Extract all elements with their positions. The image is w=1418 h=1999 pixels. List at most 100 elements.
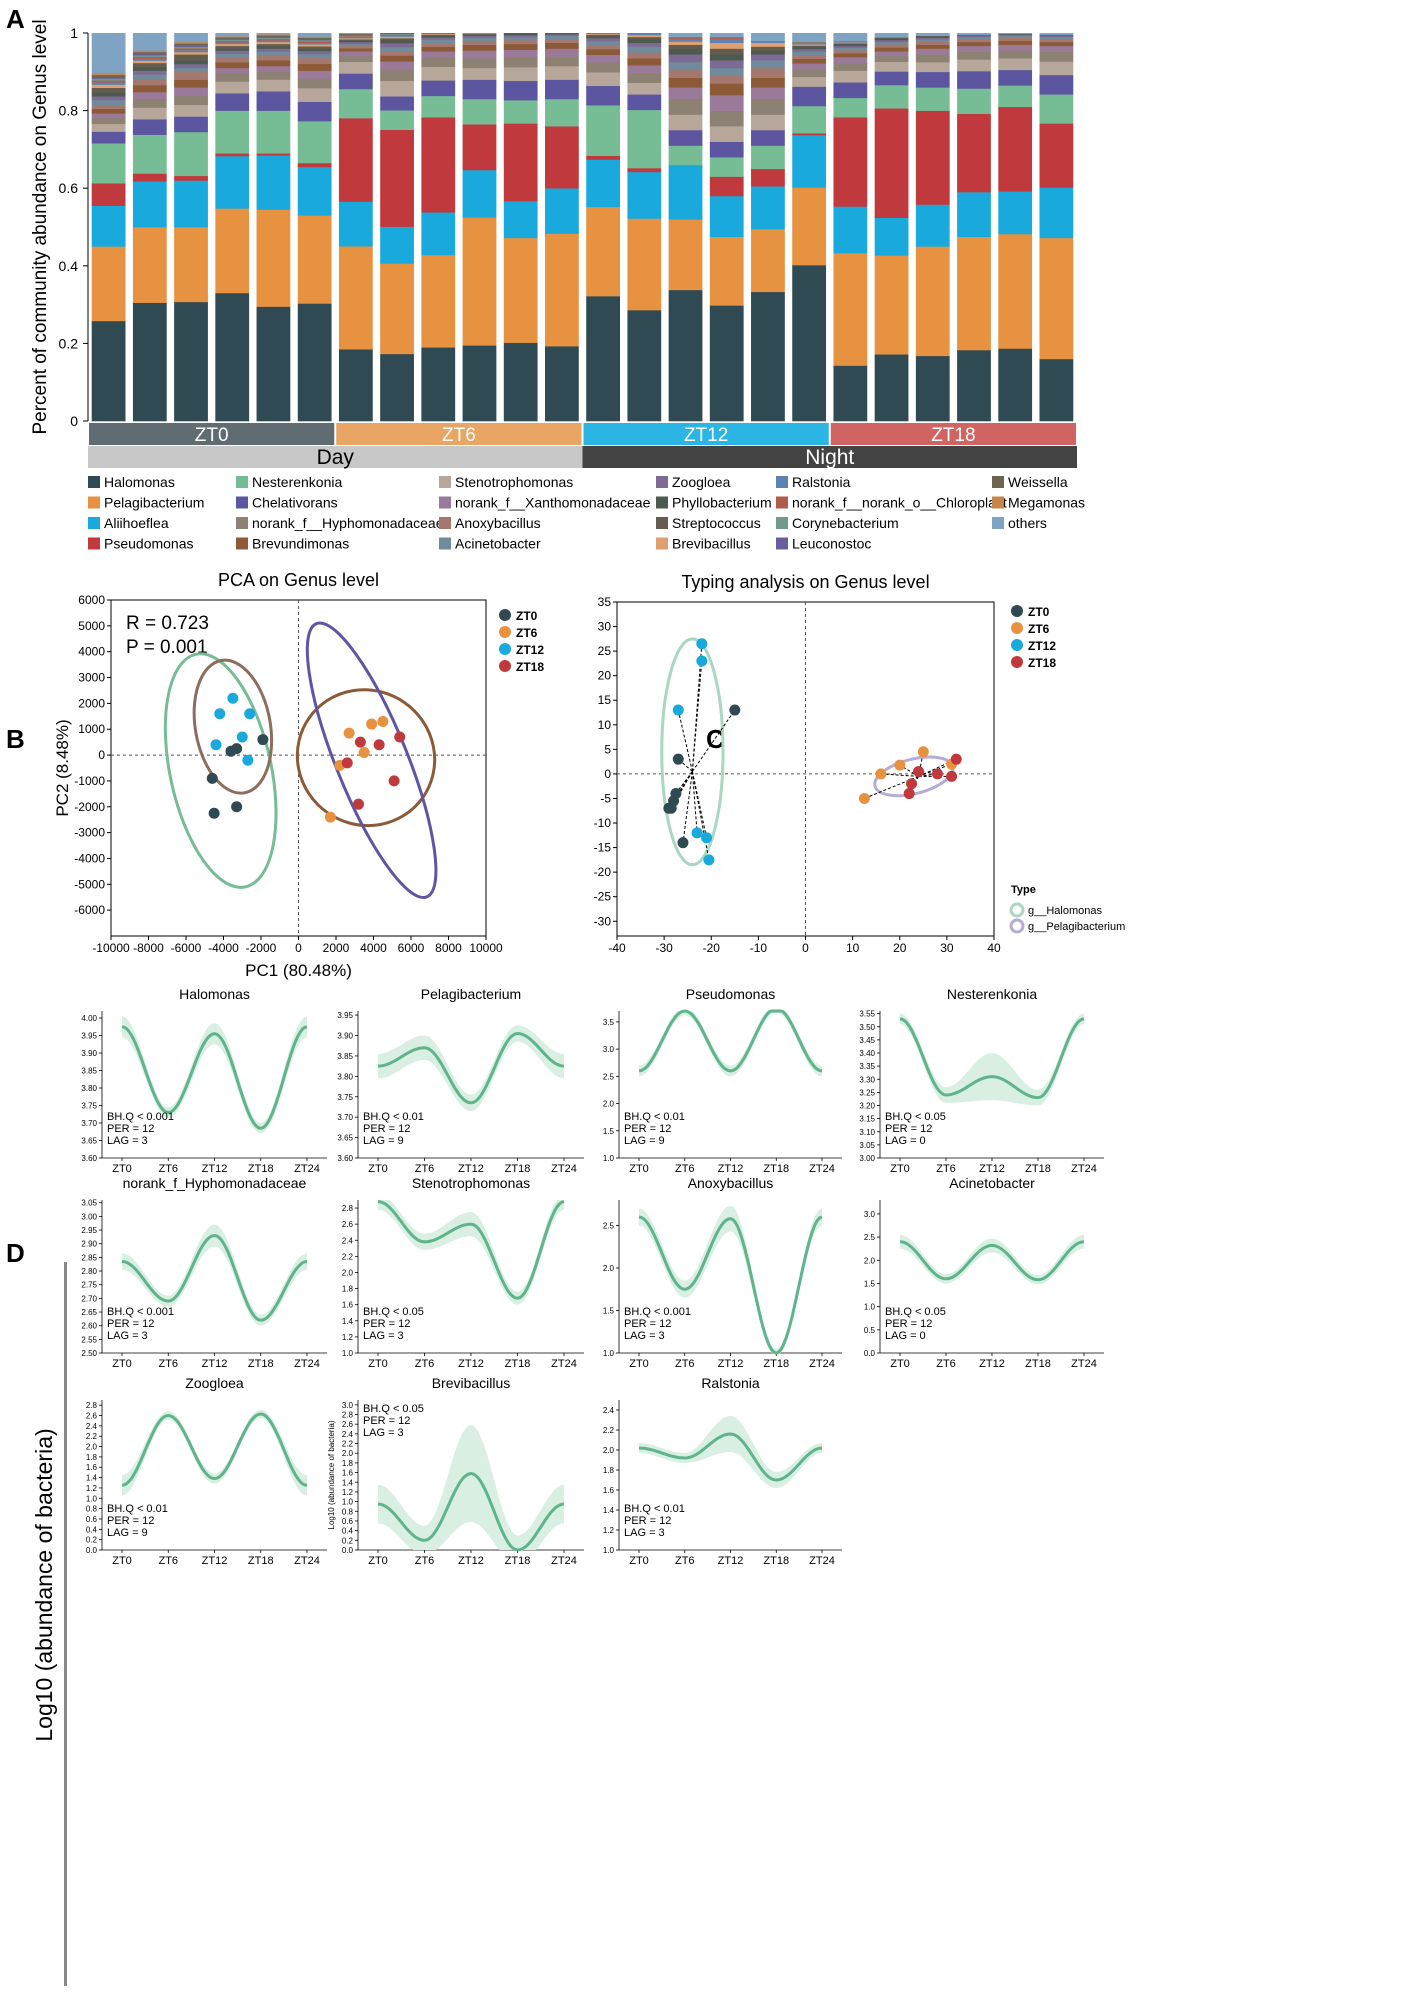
bar-segment [874,37,909,39]
bar-segment [174,116,208,133]
x-tick-label: -20 [703,941,721,955]
fitted-line [121,1412,308,1487]
fitted-line [377,1471,565,1552]
y-tick-label: 3.05 [859,1141,875,1150]
stat-annotation: BH.Q < 0.01 [624,1111,685,1123]
bar-segment [709,75,744,84]
bar-segment [709,95,744,111]
legend-label: Nesterenkonia [252,474,342,490]
stat-annotation: LAG = 9 [363,1135,404,1147]
y-tick-label: 2.6 [342,1220,354,1229]
stat-annotation: LAG = 3 [363,1427,404,1439]
stat-annotation: BH.Q < 0.01 [107,1503,168,1515]
bar-segment [627,58,662,66]
bar-segment [668,87,703,100]
bar-segment [957,192,991,237]
bar-segment [132,119,167,135]
y-tick-label: 2000 [78,696,105,710]
bar-segment [668,48,703,55]
stat-annotation: PER = 12 [885,1318,932,1330]
data-point [341,757,353,769]
group-band-label: ZT0 [195,425,229,446]
bar-segment [380,80,414,97]
legend-label: norank_f__Hyphomonadaceae [252,515,444,531]
x-tick-label: ZT18 [505,1163,531,1175]
x-tick-label: ZT6 [936,1358,956,1370]
data-point [903,788,915,800]
bar-segment [751,130,785,146]
bar-segment [792,42,827,44]
y-tick-label: 2.6 [342,1420,354,1429]
y-tick-label: 30 [598,620,612,634]
bar-segment [91,143,126,184]
bar-segment [380,55,414,62]
bar-segment [545,56,579,67]
bar-segment [874,61,909,72]
legend-label: Pelagibacterium [104,495,204,511]
bar-segment [627,168,662,173]
x-tick-label: ZT24 [551,1358,577,1370]
x-tick-label: ZT12 [458,1163,484,1175]
pca-scatter-plot: PCA on Genus level-10000 -8000 -6000 -4000-… [53,570,544,980]
y-tick-label: 1.5 [603,1307,615,1316]
subplot-title: Ralstonia [701,1375,760,1391]
legend-swatch [776,496,788,509]
y-tick-label: 0.4 [59,258,79,274]
bar-segment [256,209,291,307]
bar-segment [256,79,291,92]
bar-segment [833,70,868,83]
x-tick-label: ZT0 [368,1358,388,1370]
bar-segment [627,109,662,169]
cluster-link [899,764,919,777]
y-tick-label: 2.70 [81,1294,97,1303]
bar-segment [174,50,208,53]
stat-annotation: PER = 12 [624,1123,671,1135]
y-tick-label: 0.4 [342,1527,354,1536]
bar-segment [132,56,167,59]
bar-segment [627,42,662,47]
bar-segment [91,100,126,106]
bar-segment [338,36,373,39]
bar-segment [751,114,785,131]
y-tick-label: 3.0 [342,1401,354,1410]
data-point [917,746,929,758]
data-point [353,798,364,810]
bar-segment [503,237,538,343]
bar-segment [91,183,126,206]
data-point [373,739,385,751]
y-tick-label: 1.4 [342,1478,354,1487]
confidence-band [378,1200,564,1305]
legend-marker [1011,656,1023,668]
x-tick-label: ZT24 [551,1555,577,1567]
y-axis-title: Percent of community abundance on Genus … [30,19,51,434]
y-tick-label: -5 [600,791,611,805]
y-tick-label: 2.0 [86,1443,98,1452]
bar-segment [874,47,909,52]
bar-segment [132,302,167,422]
legend-label: Streptococcus [672,515,761,531]
bar-segment [256,155,291,210]
bar-segment [998,34,1033,37]
bar-segment [297,57,332,64]
stat-annotation: PER = 12 [624,1318,671,1330]
y-tick-label: 1.4 [603,1506,615,1515]
y-tick-label: 3.80 [337,1072,353,1081]
bar-segment [792,58,827,64]
bar-segment [998,44,1033,51]
bar-segment [751,228,785,293]
fitted-line [638,1215,823,1355]
y-tick-label: 1.5 [603,1127,615,1136]
data-point [858,792,870,804]
bar-segment [215,93,250,111]
bar-segment [1039,358,1074,422]
y-tick-label: -5000 [74,877,105,891]
y-tick-label: 25 [598,644,612,658]
bar-segment [462,34,497,37]
bar-segment [215,37,250,39]
stat-annotation: PER = 12 [363,1318,410,1330]
bar-segment [338,118,373,202]
stat-annotation: LAG = 0 [885,1330,926,1342]
data-point [358,746,370,758]
y-tick-label: 2.95 [81,1226,97,1235]
